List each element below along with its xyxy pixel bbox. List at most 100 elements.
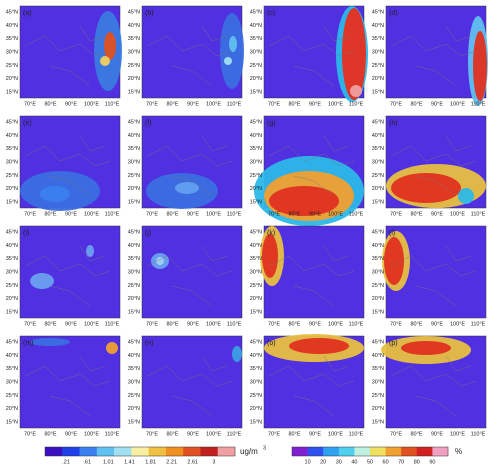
lon-tick-label: 80°E	[411, 431, 423, 437]
lon-tick-label: 70°E	[390, 431, 402, 437]
lat-tick-label: 30°N	[6, 159, 18, 165]
lon-tick-label: 90°E	[187, 211, 199, 217]
lon-tick-label: 100°E	[450, 321, 465, 327]
lon-tick-label: 110°E	[349, 211, 364, 217]
lat-tick-label: 20°N	[372, 296, 384, 302]
field-patch	[401, 341, 451, 355]
lat-tick-label: 25°N	[372, 283, 384, 289]
border-lines	[146, 355, 233, 417]
border-lines	[24, 245, 111, 307]
lat-tick-label: 30°N	[250, 269, 262, 275]
colorbar-tick-label: 90	[429, 459, 435, 465]
lon-tick-label: 90°E	[65, 431, 77, 437]
colorbar-tick-label: 2.61	[187, 459, 198, 465]
lon-tick-label: 110°E	[105, 101, 120, 107]
lat-tick-label: 45°N	[128, 9, 140, 15]
lat-tick-label: 25°N	[128, 393, 140, 399]
lon-tick-label: 100°E	[206, 211, 221, 217]
lat-tick-label: 20°N	[250, 296, 262, 302]
lat-tick-label: 15°N	[6, 419, 18, 425]
lat-tick-label: 35°N	[250, 256, 262, 262]
lon-tick-label: 90°E	[431, 321, 443, 327]
lat-tick-label: 15°N	[372, 89, 384, 95]
field-patch	[232, 346, 242, 362]
colorbar-tick-label: 1.41	[124, 459, 135, 465]
panel-label: (l)	[389, 230, 395, 237]
lon-tick-label: 80°E	[289, 211, 301, 217]
lon-tick-label: 100°E	[450, 431, 465, 437]
lat-tick-label: 30°N	[128, 379, 140, 385]
lon-tick-label: 100°E	[84, 211, 99, 217]
border-lines	[390, 135, 477, 197]
lat-tick-label: 45°N	[6, 9, 18, 15]
lon-tick-label: 70°E	[24, 101, 36, 107]
lat-tick-label: 15°N	[128, 199, 140, 205]
lon-tick-label: 80°E	[289, 431, 301, 437]
field-patch	[224, 57, 232, 65]
lat-tick-label: 40°N	[372, 353, 384, 359]
lat-tick-label: 30°N	[128, 159, 140, 165]
colorbar-frame	[291, 446, 449, 457]
map-panel: (k) 45°N 40°N 35°N 30°N 25°N 20°N 15°N 70°E 80°E 9…	[250, 225, 365, 327]
lon-tick-label: 90°E	[65, 321, 77, 327]
field-patch	[350, 85, 362, 97]
lon-tick-label: 70°E	[268, 321, 280, 327]
lon-tick-label: 110°E	[471, 211, 486, 217]
lat-tick-label: 30°N	[250, 159, 262, 165]
colorbar-tick-label: 3	[212, 459, 215, 465]
lat-tick-label: 35°N	[372, 366, 384, 372]
colorbar-tick-label: .21	[62, 459, 70, 465]
lat-tick-label: 15°N	[128, 309, 140, 315]
lat-tick-label: 40°N	[128, 353, 140, 359]
lon-tick-label: 90°E	[65, 211, 77, 217]
lon-tick-label: 100°E	[206, 321, 221, 327]
map-background	[19, 225, 121, 319]
lon-tick-label: 80°E	[167, 431, 179, 437]
border-lines	[268, 245, 355, 307]
field-patch	[156, 257, 164, 265]
lon-tick-label: 70°E	[24, 211, 36, 217]
lat-tick-label: 35°N	[6, 366, 18, 372]
lat-tick-label: 20°N	[372, 76, 384, 82]
border-lines	[24, 355, 111, 417]
lat-tick-label: 30°N	[128, 269, 140, 275]
lat-tick-label: 25°N	[128, 173, 140, 179]
lat-tick-label: 25°N	[250, 63, 262, 69]
lon-tick-label: 110°E	[471, 101, 486, 107]
field-patch	[30, 338, 70, 346]
panel-label: (b)	[145, 10, 154, 17]
panel-label: (i)	[23, 230, 29, 237]
lat-tick-label: 15°N	[128, 419, 140, 425]
lat-tick-label: 15°N	[250, 309, 262, 315]
lat-tick-label: 25°N	[250, 173, 262, 179]
map-panel: (b) 45°N 40°N 35°N 30°N 25°N 20°N 15°N 70°E 80°E 9…	[128, 5, 244, 107]
colorbar-segment	[183, 447, 201, 456]
field-patch	[391, 173, 461, 203]
lon-tick-label: 80°E	[411, 101, 423, 107]
lat-tick-label: 25°N	[372, 393, 384, 399]
lon-tick-label: 70°E	[146, 431, 158, 437]
colorbar-tick-label: 50	[367, 459, 373, 465]
field-patch	[289, 338, 349, 354]
field-patch	[262, 234, 278, 278]
lon-tick-label: 90°E	[431, 101, 443, 107]
panel-label: (d)	[389, 10, 398, 17]
lon-tick-label: 90°E	[65, 101, 77, 107]
panel-label: (o)	[267, 340, 276, 347]
colorbar-tick-label: 10	[305, 459, 311, 465]
lon-tick-label: 110°E	[349, 101, 364, 107]
lat-tick-label: 45°N	[250, 119, 262, 125]
lat-tick-label: 20°N	[6, 186, 18, 192]
colorbar-tick-label: 2.21	[166, 459, 177, 465]
lat-tick-label: 45°N	[128, 119, 140, 125]
lat-tick-label: 25°N	[6, 283, 18, 289]
lat-tick-label: 20°N	[372, 406, 384, 412]
lat-tick-label: 30°N	[128, 49, 140, 55]
colorbar-segment	[338, 447, 355, 456]
lat-tick-label: 15°N	[6, 199, 18, 205]
colorbar-tick-label: 30	[336, 459, 342, 465]
colorbar-segment	[354, 447, 371, 456]
lat-tick-label: 15°N	[372, 309, 384, 315]
colorbar-segment	[416, 447, 433, 456]
